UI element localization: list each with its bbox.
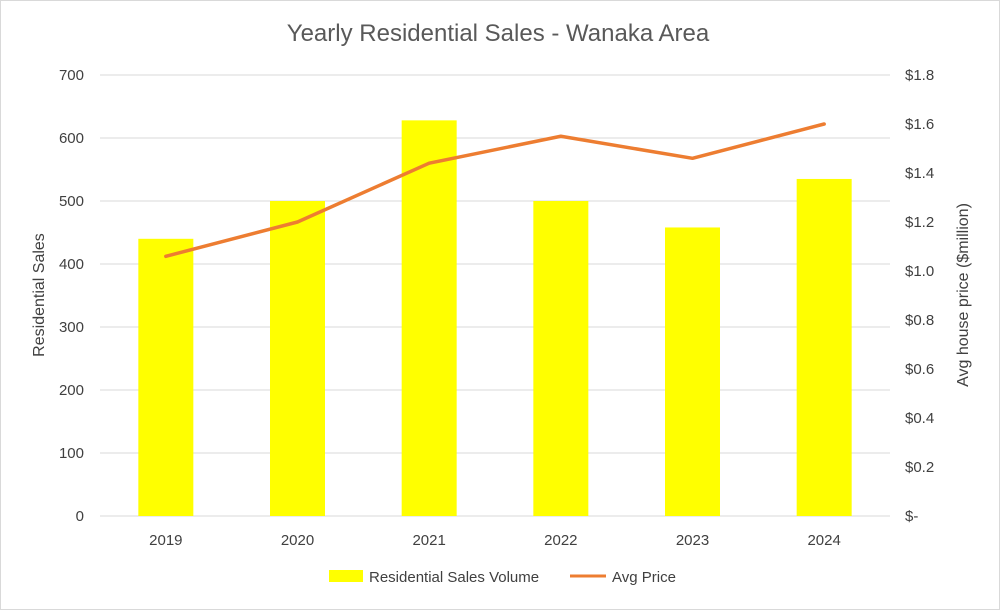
y-tick-label: 100 [59, 445, 84, 462]
y2-tick-label: $1.2 [905, 214, 934, 231]
y-tick-label: 500 [59, 193, 84, 210]
y2-tick-label: $1.4 [905, 165, 934, 182]
y2-tick-label: $0.8 [905, 312, 934, 329]
line-point [427, 161, 431, 165]
line-point [296, 220, 299, 224]
y-tick-label: 400 [59, 256, 84, 273]
legend-label-bars: Residential Sales Volume [369, 569, 539, 586]
y2-tick-label: $0.2 [905, 459, 934, 476]
bar [533, 201, 589, 516]
left-axis-ticks: 0 100 200 300 400 500 600 700 [59, 67, 84, 525]
line-point [691, 156, 694, 160]
bar [796, 178, 852, 516]
y2-tick-label: $1.0 [905, 263, 934, 280]
y-tick-label: 200 [59, 382, 84, 399]
y-tick-label: 0 [76, 508, 84, 525]
bar [401, 120, 457, 517]
y2-tick-label: $0.4 [905, 410, 934, 427]
y2-tick-label: $1.6 [905, 116, 934, 133]
legend-swatch-bars [329, 570, 363, 582]
legend-label-line: Avg Price [612, 569, 676, 586]
x-tick-label: 2022 [544, 532, 577, 549]
y2-axis-title: Avg house price ($million) [955, 203, 972, 387]
chart-title: Yearly Residential Sales - Wanaka Area [287, 20, 710, 47]
y2-tick-label: $1.8 [905, 67, 934, 84]
x-tick-label: 2020 [281, 532, 314, 549]
bar [138, 238, 194, 517]
x-tick-label: 2023 [676, 532, 709, 549]
y2-tick-label: $- [905, 508, 918, 525]
y-tick-label: 300 [59, 319, 84, 336]
y-tick-label: 600 [59, 130, 84, 147]
legend: Residential Sales Volume Avg Price [329, 569, 676, 586]
line-point [164, 254, 168, 258]
line-series [164, 122, 826, 259]
right-axis-ticks: $- $0.2 $0.4 $0.6 $0.8 $1.0 $1.2 $1.4 $1.6 $1.8 [905, 67, 934, 525]
x-tick-label: 2019 [149, 532, 182, 549]
x-tick-label: 2024 [807, 532, 840, 549]
gridlines [100, 74, 890, 517]
avg-price-line [164, 122, 826, 259]
line-point [559, 134, 563, 138]
x-tick-label: 2021 [412, 532, 445, 549]
y2-tick-label: $0.6 [905, 361, 934, 378]
bar [665, 227, 720, 516]
x-axis-ticks: 2019 2020 2021 2022 2023 2024 [149, 532, 841, 549]
y-axis-title: Residential Sales [31, 233, 48, 357]
bar [270, 201, 325, 516]
bar-series [138, 120, 852, 517]
y-tick-label: 700 [59, 67, 84, 84]
line-point [822, 122, 826, 126]
